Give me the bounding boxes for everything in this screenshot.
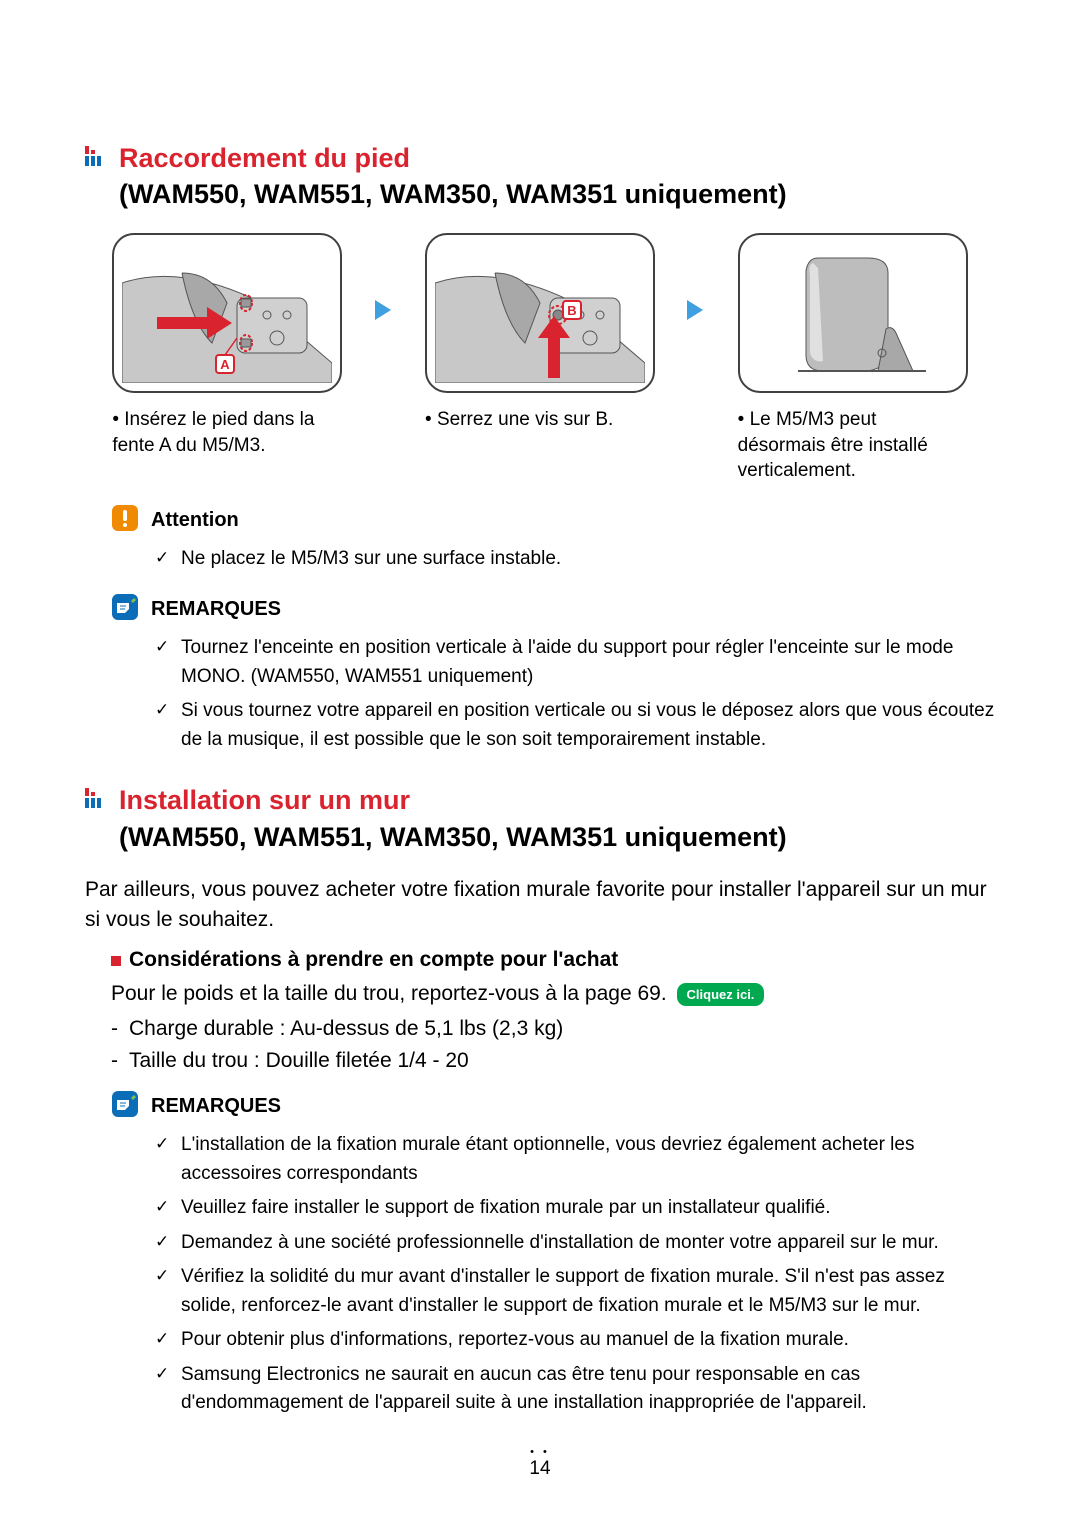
bars-icon xyxy=(85,146,107,171)
remarks2-list: L'installation de la fixation murale éta… xyxy=(155,1131,995,1418)
section-2-sub: (WAM550, WAM551, WAM350, WAM351 uniqueme… xyxy=(119,822,787,852)
weight-line: Pour le poids et la taille du trou, repo… xyxy=(111,978,995,1010)
arrow-2-3 xyxy=(682,233,710,322)
section-2-accent: Installation sur un mur xyxy=(119,785,410,815)
remarks2-label: REMARQUES xyxy=(151,1095,281,1118)
steps-row: A Insérez le pied dans la fente A du M5/… xyxy=(85,233,995,484)
arrow-1-2 xyxy=(370,233,398,322)
step-3-illustration xyxy=(738,233,968,393)
remarks2-item-2: Demandez à une société professionnelle d… xyxy=(155,1229,995,1258)
red-square-icon xyxy=(111,956,121,966)
notes-icon xyxy=(111,1090,139,1123)
remarks2-item-1: Veuillez faire installer le support de f… xyxy=(155,1194,995,1223)
attention-callout: Attention xyxy=(111,504,995,537)
attention-label: Attention xyxy=(151,509,239,532)
spec-item-0: Charge durable : Au-dessus de 5,1 lbs (2… xyxy=(111,1013,995,1045)
svg-text:A: A xyxy=(221,357,231,372)
considerations-heading: Considérations à prendre en compte pour … xyxy=(111,948,995,972)
step-1-illustration: A xyxy=(112,233,342,393)
remarks2-item-4: Pour obtenir plus d'informations, report… xyxy=(155,1326,995,1355)
remarks1-item-0: Tournez l'enceinte en position verticale… xyxy=(155,634,995,691)
attention-icon xyxy=(111,504,139,537)
remarks2-item-5: Samsung Electronics ne saurait en aucun … xyxy=(155,1361,995,1418)
remarks2-item-0: L'installation de la fixation murale éta… xyxy=(155,1131,995,1188)
click-here-button[interactable]: Cliquez ici. xyxy=(677,983,765,1007)
notes-icon xyxy=(111,593,139,626)
step-3: Le M5/M3 peut désormais être installé ve… xyxy=(710,233,995,484)
step-1-caption: Insérez le pied dans la fente A du M5/M3… xyxy=(112,407,342,458)
weight-text: Pour le poids et la taille du trou, repo… xyxy=(111,982,667,1005)
page-number: 14 xyxy=(85,1446,995,1480)
section-1-sub: (WAM550, WAM551, WAM350, WAM351 uniqueme… xyxy=(119,179,787,209)
step-3-caption: Le M5/M3 peut désormais être installé ve… xyxy=(738,407,968,484)
remarks2-callout: REMARQUES xyxy=(111,1090,995,1123)
spec-list: Charge durable : Au-dessus de 5,1 lbs (2… xyxy=(111,1013,995,1076)
section-1-title: Raccordement du pied (WAM550, WAM551, WA… xyxy=(85,140,995,213)
step-2-caption: Serrez une vis sur B. xyxy=(425,407,655,433)
attention-list: Ne placez le M5/M3 sur une surface insta… xyxy=(155,545,995,574)
remarks1-label: REMARQUES xyxy=(151,598,281,621)
remarks2-item-3: Vérifiez la solidité du mur avant d'inst… xyxy=(155,1263,995,1320)
step-1: A Insérez le pied dans la fente A du M5/… xyxy=(85,233,370,458)
svg-text:B: B xyxy=(567,303,576,318)
step-2: B Serrez une vis sur B. xyxy=(398,233,683,433)
step-2-illustration: B xyxy=(425,233,655,393)
remarks1-list: Tournez l'enceinte en position verticale… xyxy=(155,634,995,754)
remarks1-callout: REMARQUES xyxy=(111,593,995,626)
attention-item-0: Ne placez le M5/M3 sur une surface insta… xyxy=(155,545,995,574)
section-1-accent: Raccordement du pied xyxy=(119,143,410,173)
section-2-intro: Par ailleurs, vous pouvez acheter votre … xyxy=(85,875,995,934)
section-1-heading: Raccordement du pied (WAM550, WAM551, WA… xyxy=(119,140,787,213)
remarks1-item-1: Si vous tournez votre appareil en positi… xyxy=(155,697,995,754)
spec-item-1: Taille du trou : Douille filetée 1/4 - 2… xyxy=(111,1045,995,1077)
considerations-label: Considérations à prendre en compte pour … xyxy=(129,948,618,972)
section-2-heading: Installation sur un mur (WAM550, WAM551,… xyxy=(119,782,787,855)
section-2-title: Installation sur un mur (WAM550, WAM551,… xyxy=(85,782,995,855)
bars-icon xyxy=(85,788,107,813)
